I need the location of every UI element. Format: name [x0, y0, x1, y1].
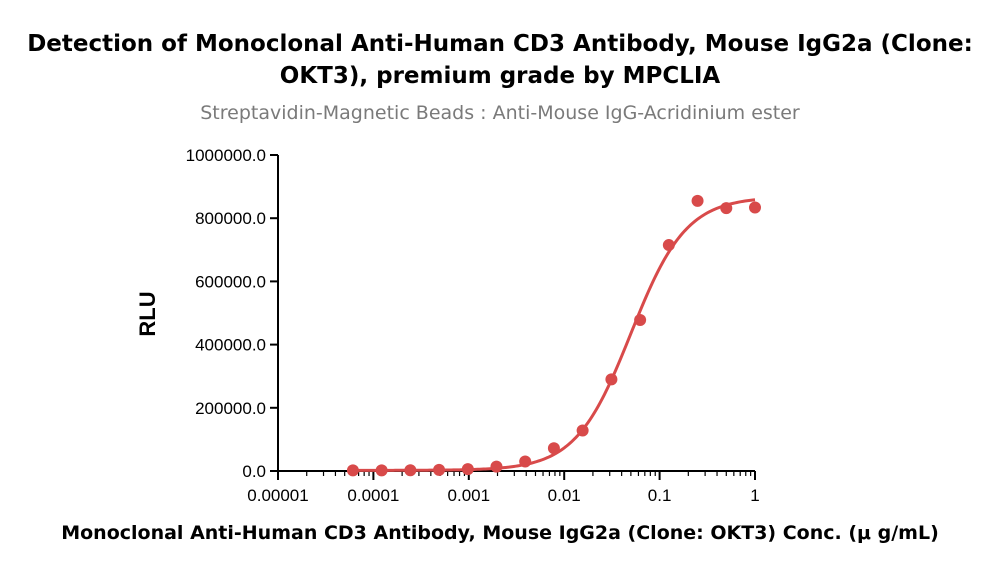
y-tick-label: 0.0	[242, 462, 266, 481]
y-tick-label: 800000.0	[195, 209, 266, 228]
data-point	[375, 464, 388, 477]
data-point	[691, 194, 704, 207]
data-point	[605, 373, 618, 386]
x-axis-label: Monoclonal Anti-Human CD3 Antibody, Mous…	[61, 522, 939, 544]
data-point	[519, 455, 532, 468]
data-point	[433, 463, 446, 476]
chart-subtitle: Streptavidin-Magnetic Beads : Anti-Mouse…	[200, 102, 800, 124]
data-points-layer	[346, 194, 761, 477]
data-point	[662, 239, 675, 252]
x-tick-label: 0.00001	[247, 486, 308, 505]
y-tick-label: 200000.0	[195, 399, 266, 418]
x-tick-label: 0.1	[648, 486, 672, 505]
fit-curve	[352, 198, 756, 472]
data-point	[461, 463, 474, 476]
x-tick-label: 0.001	[448, 486, 491, 505]
axes: 0.0 200000.0 400000.0 600000.0 800000.0 10000…	[186, 146, 760, 505]
chart-title-line-1: Detection of Monoclonal Anti-Human CD3 A…	[27, 31, 973, 57]
x-tick-label: 0.0001	[347, 486, 399, 505]
data-point	[749, 201, 761, 214]
data-point	[404, 464, 417, 477]
data-point	[547, 442, 560, 455]
fit-curve-layer	[352, 198, 756, 472]
data-point	[576, 424, 589, 437]
y-tick-label: 600000.0	[195, 272, 266, 291]
x-tick-label: 1	[750, 486, 759, 505]
data-point	[634, 313, 647, 326]
y-axis-label: RLU	[135, 291, 160, 336]
y-tick-label: 400000.0	[195, 336, 266, 355]
x-tick-label: 0.01	[548, 486, 581, 505]
chart-title-line-2: OKT3), premium grade by MPCLIA	[279, 63, 721, 89]
data-point	[720, 202, 733, 215]
data-point	[490, 460, 503, 473]
y-tick-label: 1000000.0	[186, 146, 266, 165]
data-point	[346, 464, 359, 477]
